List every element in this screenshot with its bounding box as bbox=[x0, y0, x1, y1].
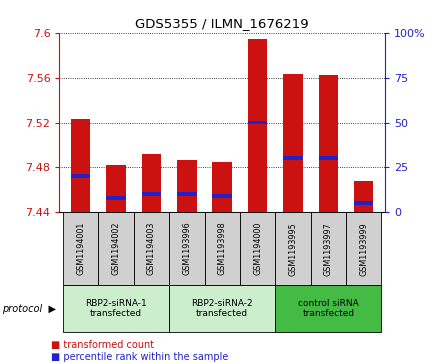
Bar bbox=[142, 192, 161, 196]
Text: GSM1194002: GSM1194002 bbox=[111, 222, 121, 276]
Text: RBP2-siRNA-1
transfected: RBP2-siRNA-1 transfected bbox=[85, 299, 147, 318]
Title: GDS5355 / ILMN_1676219: GDS5355 / ILMN_1676219 bbox=[136, 17, 309, 30]
Bar bbox=[275, 212, 311, 285]
Text: GSM1193998: GSM1193998 bbox=[218, 222, 227, 276]
Bar bbox=[63, 212, 98, 285]
Text: GSM1194000: GSM1194000 bbox=[253, 222, 262, 276]
Bar bbox=[106, 196, 126, 200]
Bar bbox=[346, 212, 381, 285]
Bar bbox=[63, 285, 169, 332]
Bar bbox=[275, 285, 381, 332]
Bar bbox=[106, 165, 126, 212]
Bar bbox=[319, 156, 338, 160]
Bar bbox=[177, 160, 197, 212]
Bar bbox=[213, 162, 232, 212]
Bar bbox=[283, 74, 303, 212]
Text: GSM1193999: GSM1193999 bbox=[359, 222, 368, 276]
Bar bbox=[354, 201, 374, 205]
Text: GSM1193996: GSM1193996 bbox=[182, 222, 191, 276]
Bar bbox=[71, 119, 90, 212]
Bar bbox=[311, 212, 346, 285]
Bar bbox=[134, 212, 169, 285]
Bar bbox=[248, 121, 268, 125]
Bar bbox=[319, 76, 338, 212]
Bar bbox=[98, 212, 134, 285]
Bar bbox=[213, 194, 232, 198]
Text: protocol  ▶: protocol ▶ bbox=[2, 303, 56, 314]
Bar bbox=[169, 285, 275, 332]
Text: RBP2-siRNA-2
transfected: RBP2-siRNA-2 transfected bbox=[191, 299, 253, 318]
Bar bbox=[283, 156, 303, 160]
Text: ■ transformed count: ■ transformed count bbox=[51, 340, 154, 350]
Text: ■ percentile rank within the sample: ■ percentile rank within the sample bbox=[51, 352, 228, 362]
Text: GSM1194001: GSM1194001 bbox=[76, 222, 85, 276]
Text: GSM1193997: GSM1193997 bbox=[324, 222, 333, 276]
Bar bbox=[240, 212, 275, 285]
Text: GSM1193995: GSM1193995 bbox=[289, 222, 297, 276]
Bar bbox=[248, 40, 268, 212]
Bar bbox=[142, 154, 161, 212]
Bar bbox=[205, 212, 240, 285]
Bar bbox=[177, 192, 197, 196]
Text: control siRNA
transfected: control siRNA transfected bbox=[298, 299, 359, 318]
Bar bbox=[354, 181, 374, 212]
Bar bbox=[169, 212, 205, 285]
Text: GSM1194003: GSM1194003 bbox=[147, 222, 156, 276]
Bar bbox=[71, 175, 90, 178]
